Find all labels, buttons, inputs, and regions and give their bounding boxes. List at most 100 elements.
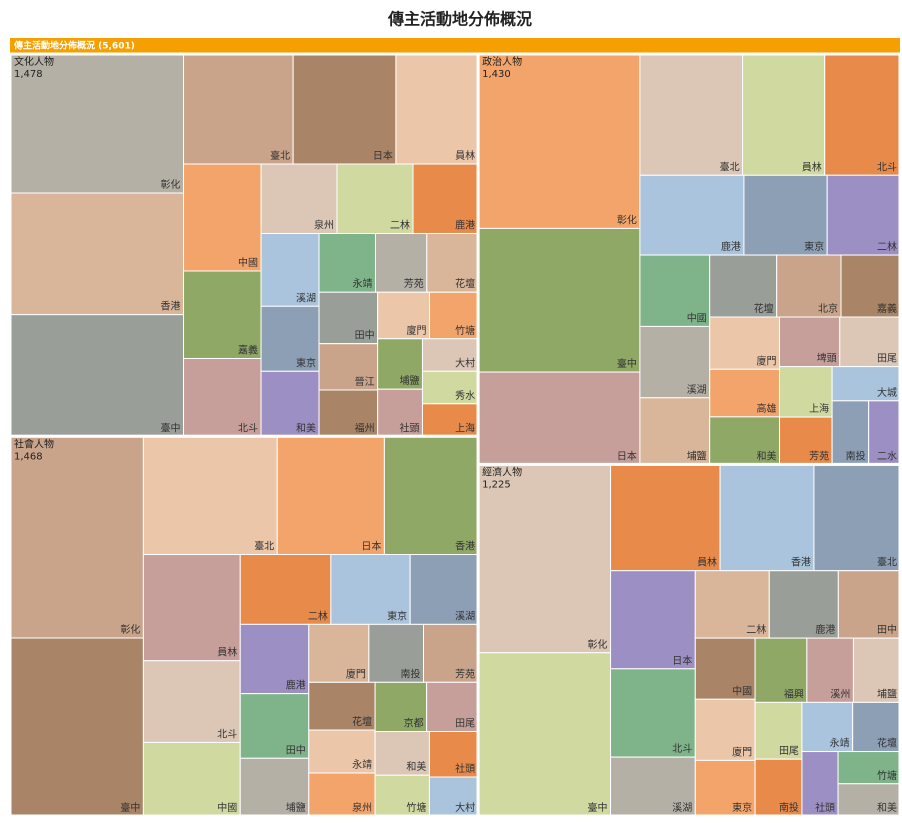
chart-title: 傳主活動地分佈概況 xyxy=(387,10,532,29)
cell xyxy=(837,751,901,785)
cell-label: 芳苑 xyxy=(404,277,424,290)
cell-label: 北斗 xyxy=(217,728,237,740)
cell-label: 社頭 xyxy=(815,801,835,814)
cell-label: 員林 xyxy=(697,556,717,569)
cell xyxy=(292,53,397,165)
cell-label: 芳苑 xyxy=(809,449,829,462)
cell-label: 南投 xyxy=(400,667,420,680)
cell-label: 埔鹽 xyxy=(877,687,897,700)
cell-label: 泉州 xyxy=(352,801,372,814)
cell xyxy=(9,53,185,194)
cell-label: 中國 xyxy=(217,801,237,814)
cell-label: 臺中 xyxy=(161,421,181,434)
cell-label: 田中 xyxy=(355,329,375,342)
cell xyxy=(779,366,833,418)
cell-label: 花壇 xyxy=(754,302,774,315)
cell xyxy=(610,668,696,758)
cell xyxy=(308,623,370,683)
cell xyxy=(421,403,479,437)
cell xyxy=(383,435,479,556)
cell-label: 員林 xyxy=(802,160,822,173)
cell-label: 社頭 xyxy=(455,762,475,775)
cell xyxy=(839,316,901,368)
cell-label: 中國 xyxy=(238,256,258,269)
cell-label: 南投 xyxy=(846,449,866,462)
cell xyxy=(694,759,756,817)
cell-label: 嘉義 xyxy=(238,344,258,357)
cell xyxy=(428,730,479,778)
cell xyxy=(709,416,781,465)
cell-label: 嘉義 xyxy=(877,302,897,315)
cell-label: 芳苑 xyxy=(455,667,475,680)
cell-label: 溪湖 xyxy=(455,610,475,622)
cell-label: 北斗 xyxy=(238,422,258,434)
cell-label: 香港 xyxy=(455,541,475,553)
cell xyxy=(743,174,828,256)
cell xyxy=(837,783,901,817)
cell xyxy=(709,368,781,418)
cell-label: 鹿港 xyxy=(455,218,475,231)
cell xyxy=(852,637,901,703)
cell xyxy=(421,370,479,405)
group-value: 1,478 xyxy=(14,69,43,80)
group-value: 1,468 xyxy=(14,451,43,462)
group-name: 政治人物 xyxy=(482,55,522,68)
cell xyxy=(477,227,641,373)
cell-label: 永靖 xyxy=(352,758,372,771)
cell-label: 花壇 xyxy=(877,737,897,750)
cell-label: 上海 xyxy=(809,402,829,415)
cell xyxy=(694,570,770,639)
cell-label: 二林 xyxy=(308,609,328,622)
cell-label: 田中 xyxy=(286,743,306,756)
cell xyxy=(719,463,815,572)
cell xyxy=(813,463,901,572)
cell xyxy=(779,316,841,368)
cell xyxy=(183,358,262,437)
cell-label: 臺北 xyxy=(877,556,897,569)
cell-label: 北斗 xyxy=(672,743,692,755)
cell-label: 鹿港 xyxy=(815,623,835,636)
cell xyxy=(754,637,808,703)
cell xyxy=(852,701,901,753)
cell-label: 大城 xyxy=(877,386,897,399)
cell-label: 臺北 xyxy=(270,149,290,162)
cell xyxy=(694,637,756,700)
cell-label: 大村 xyxy=(455,356,475,369)
cell xyxy=(318,232,376,293)
cell xyxy=(421,338,479,372)
cell-label: 永靖 xyxy=(352,277,372,290)
cell-label: 香港 xyxy=(161,301,181,313)
cell xyxy=(9,435,144,639)
cell xyxy=(824,53,901,176)
cell xyxy=(377,291,431,340)
cell xyxy=(477,463,612,654)
cell-label: 東京 xyxy=(732,801,752,814)
cell-label: 溪州 xyxy=(830,688,850,700)
cell-label: 花壇 xyxy=(352,715,372,728)
cell-label: 竹塘 xyxy=(877,769,897,782)
cell xyxy=(374,730,430,776)
cell xyxy=(801,701,854,753)
cell xyxy=(610,570,696,670)
cell xyxy=(428,776,479,817)
cell xyxy=(260,163,338,234)
group-value: 1,225 xyxy=(482,479,511,490)
cell-label: 福興 xyxy=(784,687,804,700)
cell xyxy=(694,698,756,761)
cell-label: 和美 xyxy=(296,421,316,434)
cell xyxy=(639,325,711,399)
cell-label: 花壇 xyxy=(455,277,475,290)
cell-label: 溪湖 xyxy=(296,292,316,304)
cell xyxy=(318,343,379,391)
cell-label: 京都 xyxy=(404,716,424,729)
cell-label: 廈門 xyxy=(407,324,427,337)
cell-label: 晉江 xyxy=(355,376,375,388)
cell xyxy=(239,693,310,759)
cell xyxy=(395,53,479,165)
cell xyxy=(183,163,262,272)
cell-label: 廈門 xyxy=(757,354,777,367)
cell-label: 二水 xyxy=(877,450,897,462)
cell xyxy=(610,756,696,817)
cell xyxy=(239,757,310,817)
cell xyxy=(142,435,278,556)
